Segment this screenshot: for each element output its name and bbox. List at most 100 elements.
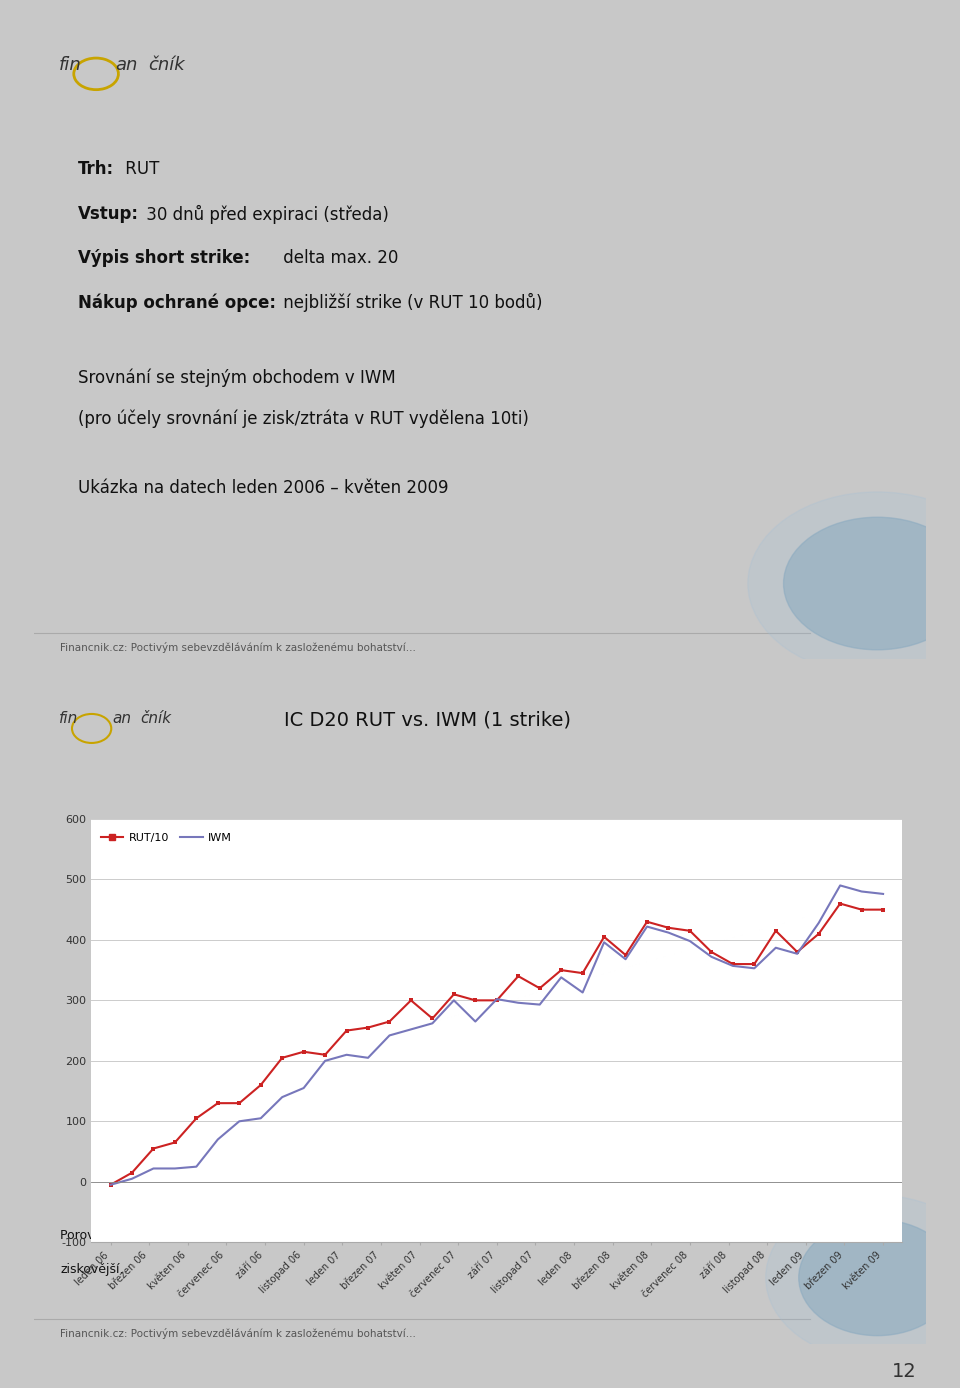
RUT/10 [641,913,653,930]
Text: IC D20 RUT vs. IWM (1 strike): IC D20 RUT vs. IWM (1 strike) [283,711,570,730]
RUT/10 [877,901,889,917]
RUT/10 [362,1019,373,1035]
RUT/10 [320,1047,331,1063]
RUT/10 [191,1110,203,1127]
RUT/10 [469,992,481,1009]
Text: Ukázka na datech leden 2006 – květen 2009: Ukázka na datech leden 2006 – květen 200… [79,479,448,497]
IWM [384,1027,396,1044]
IWM [813,915,825,931]
IWM [577,984,588,1001]
IWM [513,994,524,1010]
RUT/10 [341,1023,352,1040]
Text: Financnik.cz: Poctivým sebevzděláváním k zasloženému bohatství...: Financnik.cz: Poctivým sebevzděláváním k… [60,1328,417,1339]
RUT/10 [276,1049,288,1066]
IWM [620,951,632,967]
Text: an: an [116,56,138,74]
IWM [791,945,803,962]
IWM [148,1160,159,1177]
RUT/10 [620,947,632,963]
IWM [641,919,653,936]
Text: fin: fin [59,56,82,74]
RUT/10 [534,980,545,997]
Text: Srovnání se stejným obchodem v IWM: Srovnání se stejným obchodem v IWM [79,369,396,387]
RUT/10 [598,929,610,945]
IWM [105,1177,116,1194]
RUT/10 [148,1140,159,1156]
Text: an: an [112,711,132,726]
Legend: RUT/10, IWM: RUT/10, IWM [97,829,236,848]
Text: Nákup ochrané opce:: Nákup ochrané opce: [79,293,276,311]
RUT/10 [577,965,588,981]
RUT/10 [126,1165,137,1181]
IWM [426,1015,438,1031]
Text: 30 dnů před expiraci (středa): 30 dnů před expiraci (středa) [141,204,390,223]
IWM [255,1110,267,1127]
Text: ziskovější.: ziskovější. [60,1263,124,1276]
IWM [341,1047,352,1063]
RUT/10 [491,992,503,1009]
IWM [770,940,781,956]
RUT/10 [770,923,781,940]
Text: Trh:: Trh: [79,161,114,179]
IWM [598,934,610,951]
RUT/10 [169,1134,180,1151]
Text: Financnik.cz: Poctivým sebevzděláváním k zasloženému bohatství...: Financnik.cz: Poctivým sebevzděláváním k… [60,641,417,652]
Text: čník: čník [141,711,172,726]
Text: fin: fin [59,711,78,726]
RUT/10 [791,944,803,960]
RUT/10 [662,919,674,936]
RUT/10 [556,962,567,979]
IWM [191,1159,203,1176]
RUT/10 [813,926,825,942]
RUT/10 [298,1044,309,1060]
IWM [877,886,889,902]
IWM [706,948,717,965]
RUT/10 [749,956,760,973]
RUT/10 [727,956,738,973]
IWM [320,1052,331,1069]
RUT/10 [706,944,717,960]
IWM [233,1113,245,1130]
Text: Výpis short strike:: Výpis short strike: [79,248,251,266]
Text: Porovnání zisků/ztráty při nulových komisích – oba systémy jsou víceméně stejné,: Porovnání zisků/ztráty při nulových komi… [60,1228,657,1242]
IWM [126,1170,137,1187]
IWM [298,1080,309,1097]
RUT/10 [513,967,524,984]
IWM [684,933,696,949]
RUT/10 [405,992,417,1009]
IWM [662,924,674,941]
Line: IWM: IWM [110,886,883,1185]
Text: (pro účely srovnání je zisk/ztráta v RUT vydělena 10ti): (pro účely srovnání je zisk/ztráta v RUT… [79,409,529,429]
RUT/10 [384,1013,396,1030]
Text: nejbližší strike (v RUT 10 bodů): nejbližší strike (v RUT 10 bodů) [278,293,543,312]
Circle shape [766,1195,960,1360]
Line: RUT/10: RUT/10 [108,901,885,1187]
RUT/10 [684,923,696,940]
Text: 12: 12 [892,1362,917,1381]
RUT/10 [856,901,868,917]
Circle shape [748,491,960,675]
Circle shape [783,518,960,650]
IWM [405,1022,417,1038]
IWM [491,991,503,1008]
RUT/10 [233,1095,245,1112]
IWM [749,960,760,977]
IWM [276,1088,288,1105]
IWM [212,1131,224,1148]
RUT/10 [212,1095,224,1112]
IWM [534,997,545,1013]
IWM [556,969,567,985]
IWM [448,992,460,1009]
Text: delta max. 20: delta max. 20 [278,248,398,266]
IWM [727,958,738,974]
IWM [469,1013,481,1030]
RUT/10 [255,1077,267,1094]
Text: čník: čník [148,56,184,74]
IWM [834,877,846,894]
IWM [856,883,868,899]
IWM [362,1049,373,1066]
RUT/10 [448,985,460,1002]
RUT/10 [834,895,846,912]
Circle shape [799,1220,956,1335]
RUT/10 [105,1177,116,1194]
